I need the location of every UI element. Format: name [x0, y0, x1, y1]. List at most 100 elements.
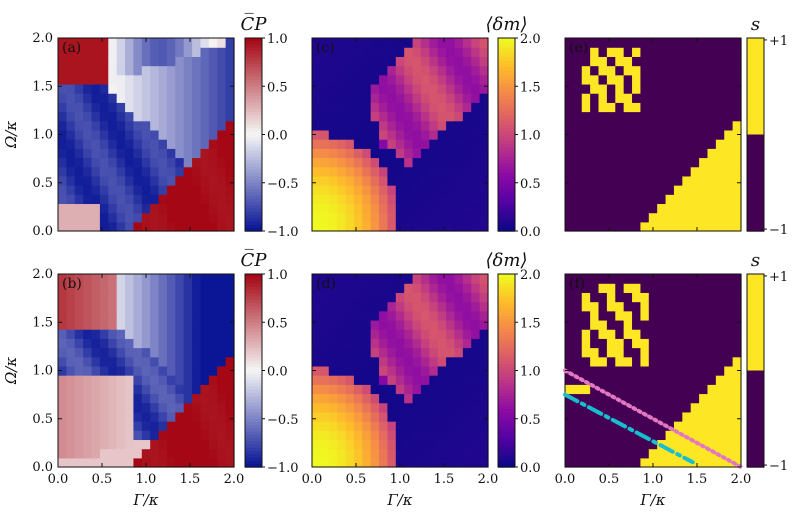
heatmap-cell: [395, 65, 405, 76]
heatmap-cell: [479, 338, 489, 349]
heatmap-cell: [116, 301, 126, 312]
heatmap-cell: [158, 421, 168, 431]
heatmap-cell: [573, 120, 583, 131]
colorbar-segment: [747, 224, 764, 229]
heatmap-cell: [208, 457, 218, 468]
heatmap-cell: [454, 283, 464, 293]
heatmap-cell: [125, 65, 135, 76]
dotted-pink-line: [563, 368, 743, 469]
heatmap-cell: [74, 120, 84, 131]
heatmap-cell: [337, 194, 347, 205]
heatmap-cell: [648, 448, 658, 459]
heatmap-cell: [665, 384, 675, 395]
heatmap-cell: [565, 65, 574, 76]
heatmap-cell: [673, 93, 683, 103]
heatmap-cell: [141, 310, 151, 321]
colorbar-segment: [498, 57, 515, 62]
heatmap-cell: [370, 329, 380, 339]
colorbar-segment: [245, 173, 262, 178]
heatmap-cell: [412, 384, 422, 395]
heatmap-cell: [387, 310, 397, 321]
heatmap-cell: [379, 120, 389, 131]
colorbar-segment: [245, 360, 262, 365]
heatmap-cell: [707, 301, 717, 312]
heatmap-cell: [632, 83, 642, 94]
heatmap-cell: [58, 421, 67, 431]
panel-f: (f)0.0 0.5 1.0 1.5 2.0Γ/κ+1−1s: [555, 250, 789, 509]
heatmap-cell: [462, 166, 472, 177]
y-tick-label: 0.5: [32, 176, 53, 191]
heatmap-cell: [420, 421, 430, 431]
heatmap-cell: [125, 157, 135, 168]
colorbar-title: ⟨δm⟩: [486, 14, 528, 35]
heatmap-cell: [412, 347, 422, 358]
colorbar-segment: [245, 131, 262, 136]
x-axis-label: Γ/κ: [132, 491, 158, 509]
heatmap-cell: [590, 457, 600, 468]
heatmap-cell: [404, 365, 414, 376]
heatmap-cell: [412, 292, 422, 303]
heatmap-cell: [707, 65, 717, 76]
heatmap-cell: [175, 111, 185, 122]
heatmap-cell: [682, 283, 692, 293]
heatmap-cell: [724, 319, 734, 330]
colorbar-segment: [245, 60, 262, 65]
heatmap-cell: [133, 194, 143, 205]
heatmap-cell: [217, 457, 227, 468]
heatmap-cell: [615, 221, 625, 232]
heatmap-cell: [158, 292, 168, 303]
heatmap-cell: [362, 365, 372, 376]
heatmap-cell: [225, 120, 235, 131]
heatmap-cell: [673, 102, 683, 113]
heatmap-cell: [690, 319, 700, 330]
heatmap-cell: [623, 194, 633, 205]
heatmap-cell: [83, 38, 93, 48]
heatmap-cell: [715, 365, 725, 376]
colorbar-segment: [747, 383, 764, 388]
heatmap-cell: [573, 166, 583, 177]
heatmap-cell: [192, 411, 202, 422]
heatmap-cell: [707, 157, 717, 168]
heatmap-cell: [565, 347, 574, 358]
heatmap-cell: [345, 212, 355, 223]
heatmap-cell: [420, 65, 430, 76]
colorbar-segment: [747, 131, 764, 136]
heatmap-cell: [437, 212, 447, 223]
heatmap-cell: [66, 292, 76, 303]
heatmap-cell: [133, 457, 143, 468]
heatmap-cell: [337, 439, 347, 450]
heatmap-cell: [690, 166, 700, 177]
colorbar-segment: [498, 335, 515, 340]
heatmap-cell: [66, 421, 76, 431]
colorbar-segment: [498, 302, 515, 307]
heatmap-cell: [454, 457, 464, 468]
colorbar-segment: [747, 386, 764, 391]
heatmap-cell: [387, 393, 397, 404]
heatmap-cell: [200, 203, 210, 214]
heatmap-cell: [479, 356, 489, 367]
heatmap-cell: [99, 402, 109, 413]
heatmap-cell: [699, 139, 709, 149]
heatmap-cell: [665, 148, 675, 159]
heatmap-cell: [208, 111, 218, 122]
heatmap-cell: [225, 157, 235, 168]
heatmap-cell: [133, 175, 143, 186]
heatmap-cell: [91, 402, 101, 413]
heatmap-cell: [565, 448, 574, 459]
heatmap-cell: [150, 319, 160, 330]
heatmap-cell: [573, 83, 583, 94]
heatmap-cell: [125, 93, 135, 103]
colorbar-title: ⟨δm⟩: [486, 250, 528, 271]
heatmap-cell: [606, 139, 616, 149]
heatmap-cell: [690, 65, 700, 76]
colorbar-tick-label: 1.0: [520, 365, 541, 380]
heatmap-cell: [395, 319, 405, 330]
heatmap-cell: [454, 102, 464, 113]
heatmap-cell: [404, 384, 414, 395]
colorbar-segment: [747, 195, 764, 200]
colorbar-title: C̅P: [241, 249, 268, 271]
heatmap-cell: [353, 430, 363, 441]
heatmap-cell: [420, 430, 430, 441]
heatmap-cell: [175, 120, 185, 131]
heatmap-cell: [328, 221, 338, 232]
